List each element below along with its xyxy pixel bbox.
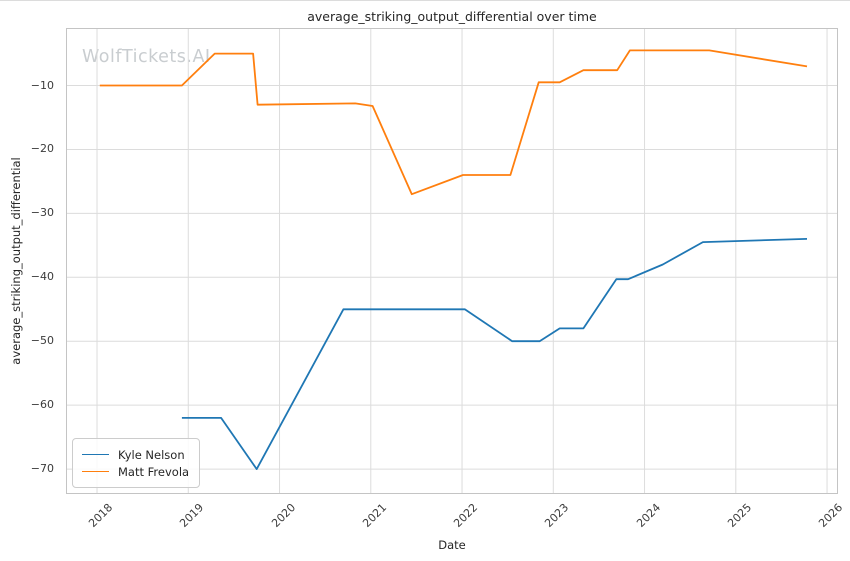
x-tick-label-2022: 2022 [451, 501, 481, 530]
y-tick-label--50: −50 [30, 334, 54, 348]
legend-swatch-kyle-nelson [82, 454, 109, 455]
x-tick-label-2026: 2026 [816, 501, 846, 530]
series-line-matt-frevola [99, 49, 808, 196]
legend-label-matt-frevola: Matt Frevola [118, 464, 190, 479]
y-tick-label--60: −60 [30, 398, 54, 412]
x-tick-label-2019: 2019 [177, 501, 207, 530]
chart-title: average_striking_output_differential ove… [307, 9, 597, 24]
legend: Kyle Nelson Matt Frevola [72, 438, 201, 488]
series-line-kyle-nelson [181, 238, 808, 471]
y-tick-label--10: −10 [30, 78, 54, 92]
y-tick-label--20: −20 [30, 142, 54, 156]
x-tick-label-2025: 2025 [724, 501, 754, 530]
x-tick-label-2018: 2018 [86, 501, 116, 530]
y-axis-label: average_striking_output_differential [9, 157, 23, 365]
y-tick-label--40: −40 [30, 270, 54, 284]
y-tick-label--70: −70 [30, 462, 54, 476]
x-tick-label-2021: 2021 [359, 501, 389, 530]
x-axis-label: Date [438, 538, 466, 552]
x-tick-label-2024: 2024 [633, 501, 663, 530]
legend-item-kyle-nelson: Kyle Nelson [82, 446, 189, 463]
legend-label-kyle-nelson: Kyle Nelson [118, 447, 185, 462]
plot-area [66, 28, 838, 494]
x-tick-label-2023: 2023 [542, 501, 572, 530]
plot-border [66, 28, 838, 494]
legend-swatch-matt-frevola [82, 471, 109, 472]
x-tick-label-2020: 2020 [268, 501, 298, 530]
y-tick-label--30: −30 [30, 206, 54, 220]
watermark: WolfTickets.AI [82, 47, 211, 67]
legend-item-matt-frevola: Matt Frevola [82, 463, 189, 480]
